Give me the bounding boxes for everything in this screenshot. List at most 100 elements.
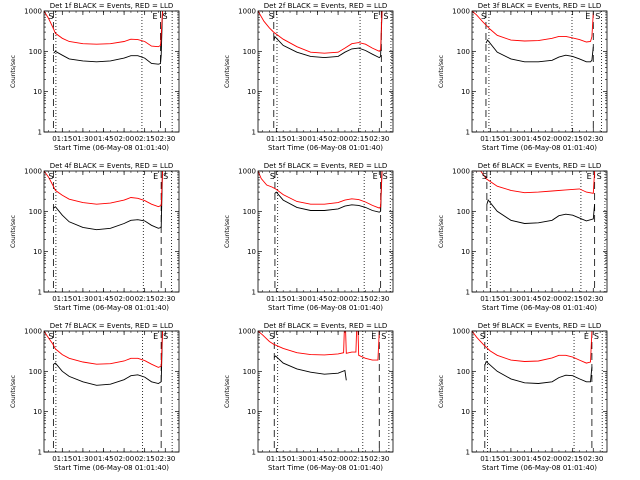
y-tick-label: 100 [243,368,256,376]
series-lld-line [472,171,596,194]
y-tick-label: 100 [29,368,42,376]
series-lld-line [44,11,163,48]
panel-frame [43,170,180,293]
series-events-line [273,355,347,381]
marker-e: E [153,332,158,341]
y-axis-label: Counts/sec [224,215,231,248]
y-tick-label: 10 [33,88,42,96]
x-tick-label: 02:00 [542,295,562,303]
series-events-line [274,171,383,213]
x-tick-label: 02:30 [155,135,175,143]
marker-e: E [587,172,592,181]
series-lld-line [258,331,380,361]
marker-s-right: S [163,172,168,181]
panel-frame [471,170,608,293]
x-tick-label: 02:30 [369,295,389,303]
y-tick-label: 1 [466,129,470,137]
marker-e: E [585,12,590,21]
x-tick-label: 02:30 [583,295,603,303]
x-tick-label: 01:30 [287,135,307,143]
y-tick-label: 10 [247,408,256,416]
x-tick-label: 01:45 [93,455,113,463]
panel-frame [43,330,180,453]
x-tick-label: 02:15 [349,295,369,303]
x-axis-label: Start Time (06-May-08 01:01:40) [268,304,383,312]
y-tick-label: 1 [38,129,42,137]
series-lld-line [44,331,163,368]
y-axis-label: Counts/sec [224,55,231,88]
series-events-line [486,199,596,224]
x-tick-label: 02:30 [155,455,175,463]
panel-data-layer [472,331,603,452]
marker-s-left: S [269,12,274,21]
y-tick-label: 100 [29,48,42,56]
panel-title: Det 5f BLACK = Events, RED = LLD [264,162,387,170]
series-lld-line [472,331,593,364]
x-tick-label: 02:15 [563,135,583,143]
marker-e: E [584,332,589,341]
panel-data-layer [44,331,173,452]
marker-s-left: S [48,332,53,341]
panel-title: Det 4f BLACK = Events, RED = LLD [50,162,173,170]
y-tick-label: 1000 [24,8,42,16]
marker-s-left: S [269,332,274,341]
x-tick-label: 01:30 [287,455,307,463]
x-tick-label: 02:15 [135,135,155,143]
x-tick-label: 01:15 [52,295,72,303]
y-tick-label: 10 [461,88,470,96]
x-tick-label: 02:15 [135,295,155,303]
marker-e: E [371,332,376,341]
y-tick-label: 1000 [452,168,470,176]
series-lld-line [44,171,163,208]
series-lld-line [258,171,383,209]
panel-data-layer [258,331,390,452]
y-tick-label: 100 [243,48,256,56]
x-tick-label: 02:15 [349,455,369,463]
marker-e: E [153,172,158,181]
series-lld-line [472,11,594,43]
panel-title: Det 7f BLACK = Events, RED = LLD [50,322,173,330]
x-tick-label: 02:00 [542,455,562,463]
x-tick-label: 01:45 [307,455,327,463]
y-tick-label: 1 [252,129,256,137]
x-tick-label: 01:30 [73,135,93,143]
x-axis-label: Start Time (06-May-08 01:01:40) [268,464,383,472]
x-tick-label: 02:30 [583,135,603,143]
panel-data-layer [258,11,392,132]
marker-s-right: S [383,172,388,181]
x-tick-label: 02:15 [563,455,583,463]
series-events-line [53,331,163,386]
y-axis-label: Counts/sec [10,215,17,248]
x-tick-label: 01:15 [266,135,286,143]
x-tick-label: 02:00 [114,295,134,303]
x-tick-label: 01:30 [501,455,521,463]
x-tick-label: 02:00 [328,135,348,143]
panel-title: Det 2f BLACK = Events, RED = LLD [264,2,387,10]
x-tick-label: 01:45 [521,295,541,303]
y-tick-label: 1000 [24,328,42,336]
panel-title: Det 9f BLACK = Events, RED = LLD [478,322,601,330]
y-tick-label: 1000 [238,168,256,176]
x-axis-label: Start Time (06-May-08 01:01:40) [482,144,597,152]
y-tick-label: 100 [29,208,42,216]
y-tick-label: 10 [461,408,470,416]
panel-frame [257,330,394,453]
series-events-line [484,360,593,384]
y-tick-label: 1000 [238,8,256,16]
marker-s-left: S [270,172,275,181]
y-tick-label: 100 [457,48,470,56]
x-tick-label: 02:15 [563,295,583,303]
panel-frame [257,170,394,293]
x-tick-label: 01:15 [266,295,286,303]
y-tick-label: 1000 [452,8,470,16]
x-tick-label: 01:30 [501,295,521,303]
x-tick-label: 02:00 [114,135,134,143]
panel-frame [471,10,608,133]
